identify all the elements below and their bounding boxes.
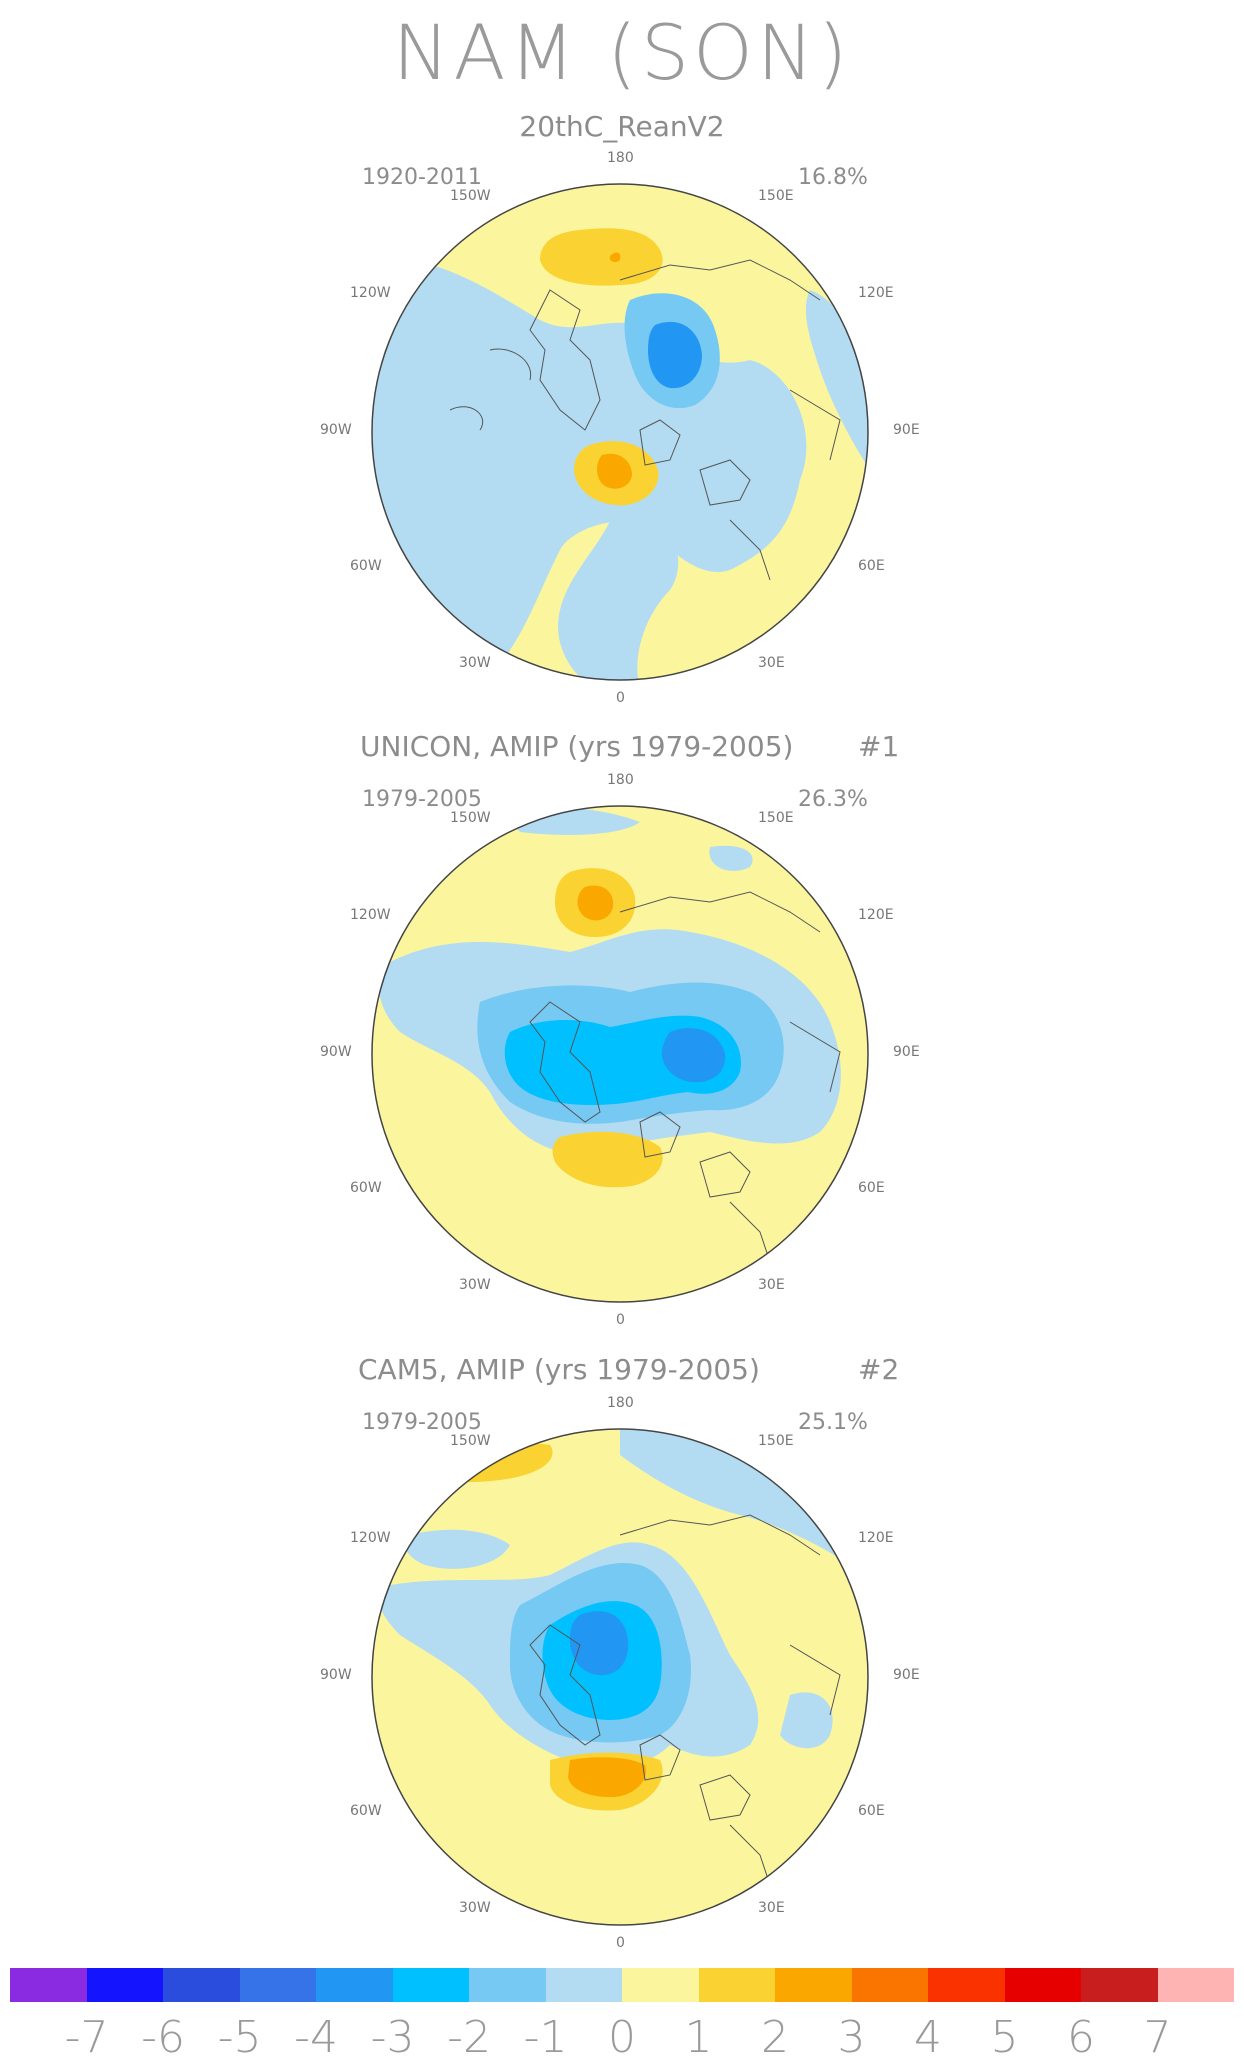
polar-map-panel-3	[371, 1428, 869, 1926]
lon-label-30w: 30W	[459, 1277, 491, 1293]
lon-label-150w: 150W	[450, 810, 491, 826]
lon-label-120e: 120E	[858, 907, 894, 923]
lon-label-150w: 150W	[450, 1433, 491, 1449]
lon-label-150e: 150E	[758, 810, 794, 826]
lon-label-0: 0	[616, 690, 625, 706]
colorbar-swatch	[1081, 1968, 1158, 2002]
colorbar-swatch	[392, 1968, 469, 2002]
colorbar-swatch	[469, 1968, 546, 2002]
colorbar-tick-label: 2	[761, 2012, 789, 2063]
panel-1-years: 1920-2011	[362, 165, 482, 190]
colorbar-tick-label: 0	[608, 2012, 636, 2063]
lon-label-120w: 120W	[350, 907, 391, 923]
colorbar-tick-label: 7	[1143, 2012, 1172, 2063]
colorbar-tick-label: -7	[64, 2012, 109, 2063]
lon-label-0: 0	[616, 1312, 625, 1328]
lon-label-90e: 90E	[893, 1667, 920, 1683]
lon-label-90w: 90W	[320, 1044, 352, 1060]
lon-label-0: 0	[616, 1935, 625, 1951]
colorbar-swatch	[622, 1968, 699, 2002]
panel-2-title: UNICON, AMIP (yrs 1979-2005)	[360, 730, 794, 763]
panel-3-number: #2	[858, 1353, 900, 1386]
panel-2-number: #1	[858, 730, 900, 763]
lon-label-120w: 120W	[350, 1530, 391, 1546]
panel-2-years: 1979-2005	[362, 787, 482, 812]
colorbar-swatch	[86, 1968, 163, 2002]
colorbar	[10, 1968, 1234, 2002]
panel-3-title: CAM5, AMIP (yrs 1979-2005)	[358, 1353, 760, 1386]
lon-label-30e: 30E	[758, 1277, 785, 1293]
colorbar-tick-label: 4	[914, 2012, 942, 2063]
colorbar-tick-label: -2	[447, 2012, 491, 2063]
lon-label-90e: 90E	[893, 422, 920, 438]
colorbar-swatch	[1004, 1968, 1081, 2002]
colorbar-swatch	[545, 1968, 622, 2002]
lon-label-180: 180	[607, 150, 634, 166]
lon-label-60w: 60W	[350, 1180, 382, 1196]
colorbar-swatch	[10, 1968, 87, 2002]
lon-label-60e: 60E	[858, 558, 885, 574]
lon-label-180: 180	[607, 1395, 634, 1411]
panel-3-percent: 25.1%	[798, 1410, 868, 1435]
lon-label-30w: 30W	[459, 655, 491, 671]
lon-label-60w: 60W	[350, 1803, 382, 1819]
lon-label-120w: 120W	[350, 285, 391, 301]
polar-map-panel-1	[371, 183, 869, 681]
lon-label-180: 180	[607, 772, 634, 788]
lon-label-30w: 30W	[459, 1900, 491, 1916]
polar-map-panel-2	[371, 805, 869, 1303]
lon-label-90w: 90W	[320, 422, 352, 438]
lon-label-30e: 30E	[758, 655, 785, 671]
lon-label-60e: 60E	[858, 1180, 885, 1196]
colorbar-tick-label: 1	[684, 2012, 713, 2063]
lon-label-120e: 120E	[858, 1530, 894, 1546]
colorbar-tick-label: -5	[217, 2012, 262, 2063]
colorbar-swatch	[239, 1968, 316, 2002]
colorbar-swatch	[851, 1968, 928, 2002]
colorbar-tick-label: 3	[837, 2012, 866, 2063]
figure-title: NAM (SON)	[392, 8, 852, 97]
lon-label-120e: 120E	[858, 285, 894, 301]
lon-label-60w: 60W	[350, 558, 382, 574]
colorbar-tick-labels: -7 -6 -5 -4 -3 -2 -1 0 1 2 3 4 5 6 7	[0, 2012, 1244, 2063]
colorbar-swatch	[928, 1968, 1005, 2002]
lon-label-60e: 60E	[858, 1803, 885, 1819]
lon-label-30e: 30E	[758, 1900, 785, 1916]
panel-3-years: 1979-2005	[362, 1410, 482, 1435]
colorbar-swatch	[163, 1968, 240, 2002]
colorbar-tick-label: 6	[1067, 2012, 1095, 2063]
colorbar-tick-label: 5	[990, 2012, 1019, 2063]
colorbar-tick-label: -1	[523, 2012, 568, 2063]
colorbar-swatch	[316, 1968, 393, 2002]
colorbar-swatch	[698, 1968, 775, 2002]
colorbar-tick-label: -6	[141, 2012, 185, 2063]
colorbar-swatch	[775, 1968, 852, 2002]
colorbar-tick-label: -4	[294, 2012, 338, 2063]
colorbar-swatch	[1157, 1968, 1234, 2002]
lon-label-90e: 90E	[893, 1044, 920, 1060]
panel-2-percent: 26.3%	[798, 787, 868, 812]
lon-label-150e: 150E	[758, 1433, 794, 1449]
colorbar-tick-label: -3	[370, 2012, 415, 2063]
panel-1-percent: 16.8%	[798, 165, 868, 190]
panel-1-title: 20thC_ReanV2	[519, 110, 725, 143]
lon-label-150e: 150E	[758, 188, 794, 204]
lon-label-150w: 150W	[450, 188, 491, 204]
lon-label-90w: 90W	[320, 1667, 352, 1683]
